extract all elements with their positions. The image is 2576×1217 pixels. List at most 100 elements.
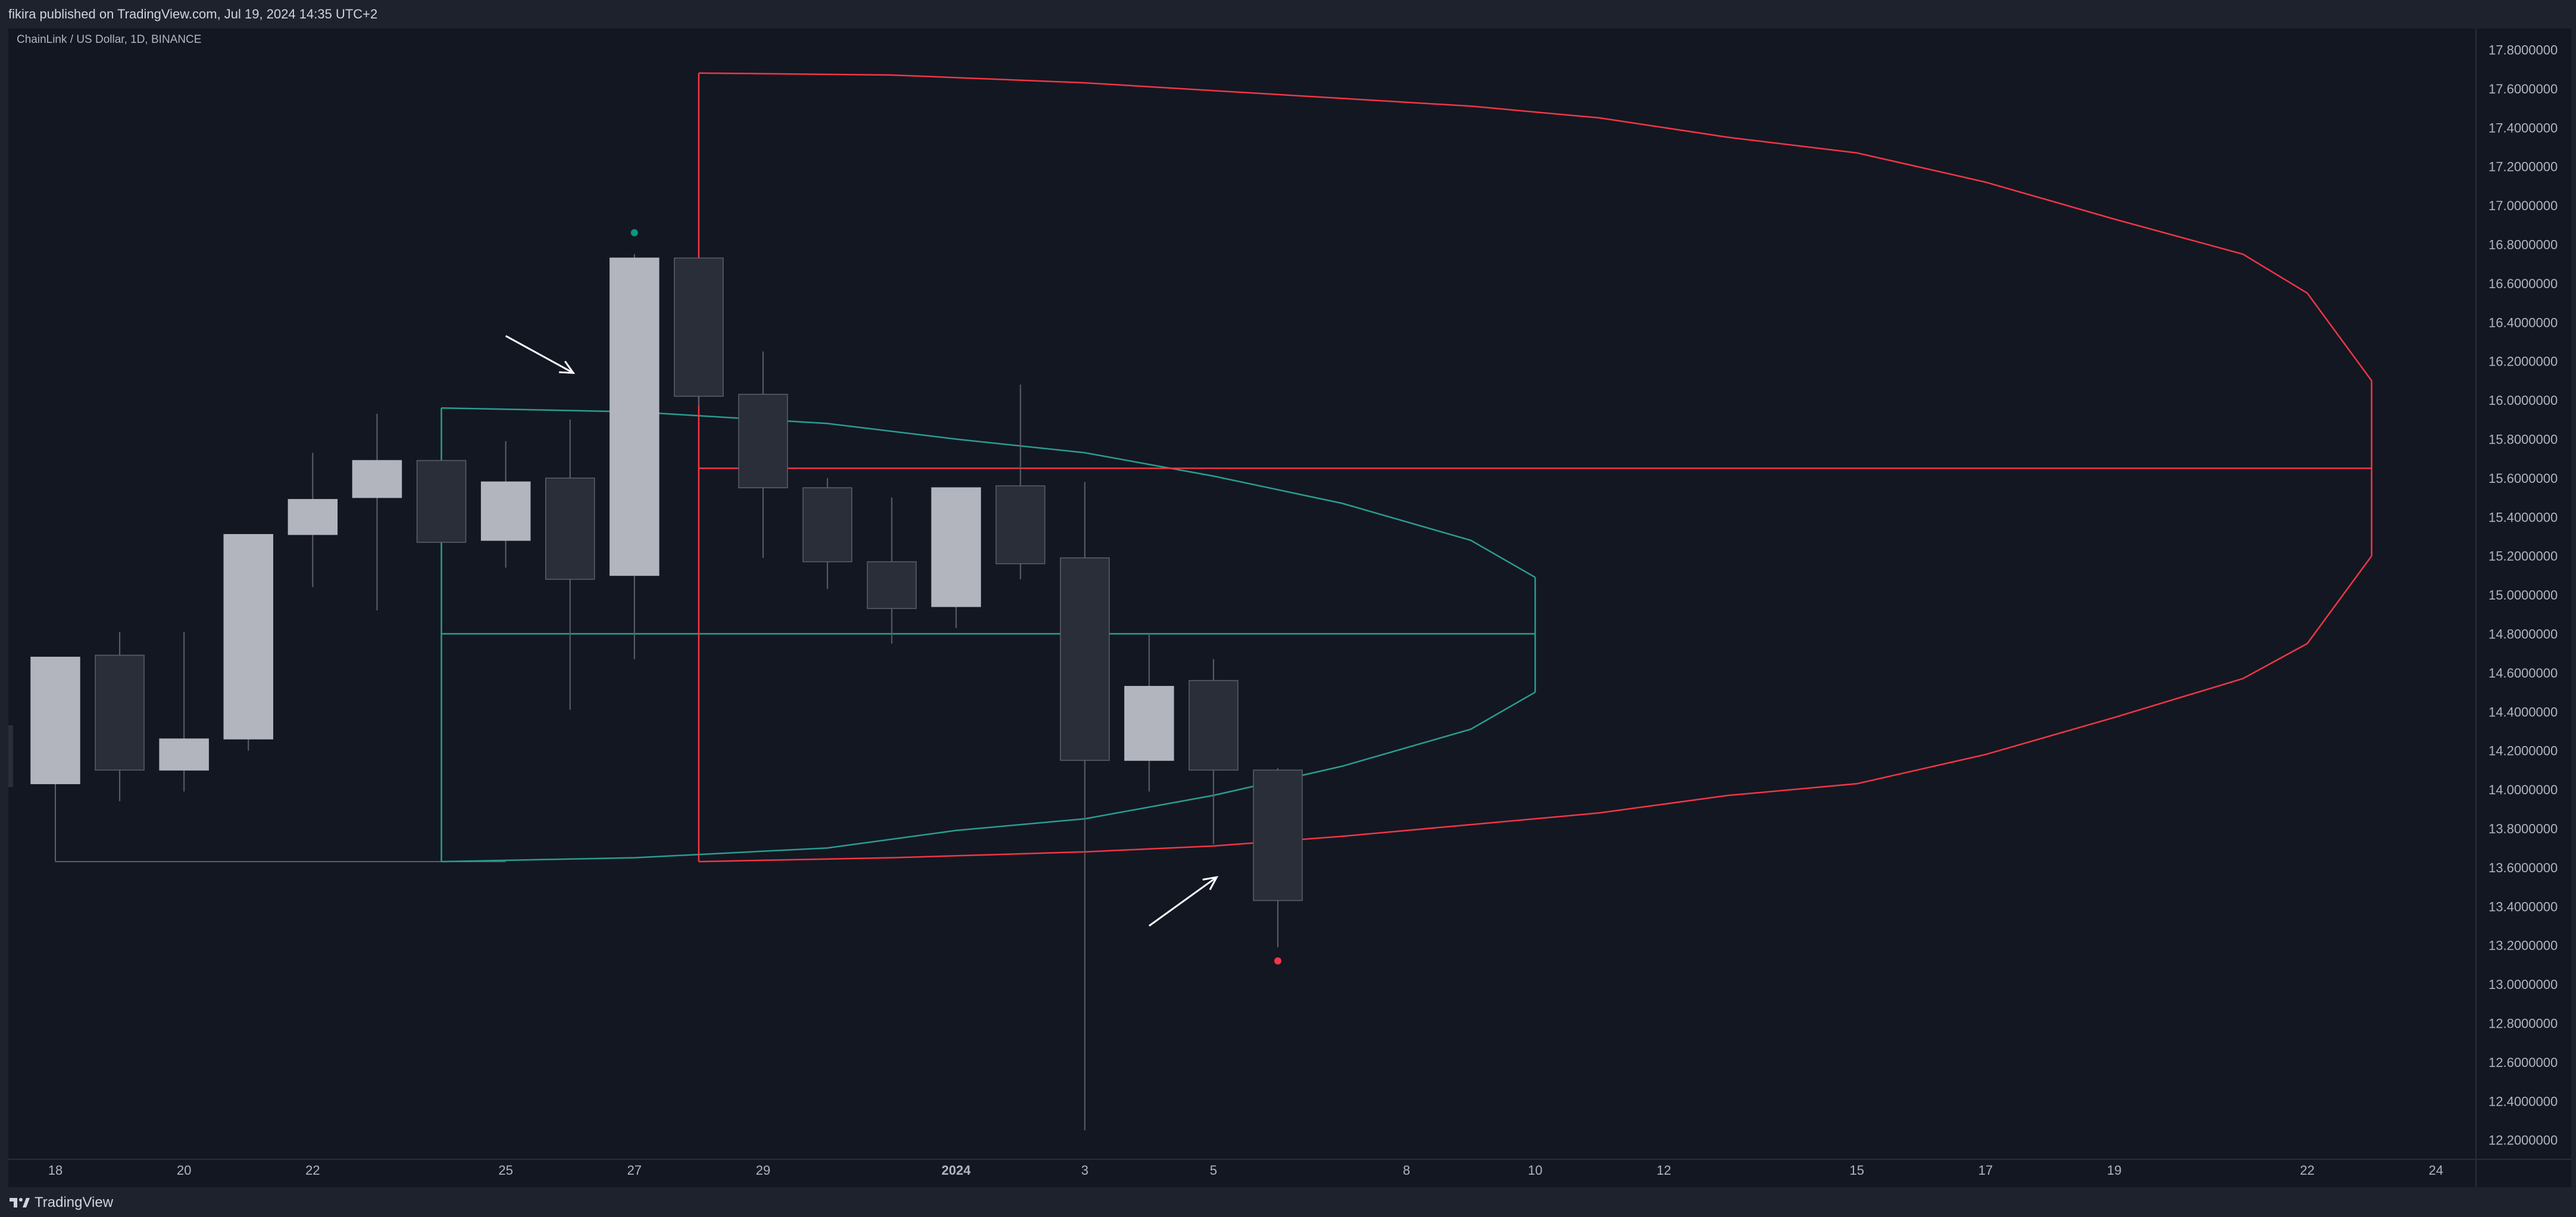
candle[interactable] — [159, 632, 209, 792]
swing-low-dot — [1274, 957, 1281, 965]
candle-body — [287, 499, 338, 535]
time-tick-label: 22 — [305, 1163, 320, 1178]
arrow-head — [1202, 876, 1219, 891]
price-tick-label: 16.0000000 — [2489, 393, 2558, 408]
red-range-upper-band — [698, 72, 2372, 382]
price-tick-label: 15.4000000 — [2489, 510, 2558, 525]
price-tick-label: 14.8000000 — [2489, 627, 2558, 642]
candle-body — [674, 257, 724, 397]
time-tick-label: 17 — [1978, 1163, 1993, 1178]
published-info: fikira published on TradingView.com, Jul… — [8, 7, 378, 21]
candle[interactable] — [738, 351, 788, 558]
time-tick-label: 19 — [2107, 1163, 2121, 1178]
candle[interactable] — [30, 656, 80, 862]
candle-body — [223, 533, 274, 739]
time-axis: 18 20 22 25 27 29 2024 3 5 8 10 12 15 17 19 22 24 — [8, 1159, 2571, 1178]
scroll-handle — [8, 725, 13, 787]
time-tick-label: 20 — [177, 1163, 191, 1178]
arrow-shaft — [1148, 876, 1218, 927]
candle[interactable] — [802, 478, 852, 589]
price-tick-label: 13.4000000 — [2489, 899, 2558, 914]
price-tick-label: 13.6000000 — [2489, 860, 2558, 875]
price-tick-label: 17.4000000 — [2489, 120, 2558, 135]
red-range-lower-band — [698, 555, 2372, 863]
tradingview-logo[interactable]: TradingView — [10, 1194, 113, 1211]
candle-body — [802, 487, 852, 563]
arrow-head — [559, 360, 576, 374]
top-bar: fikira published on TradingView.com, Jul… — [0, 0, 2576, 29]
price-tick-label: 13.8000000 — [2489, 822, 2558, 837]
markers-layer — [505, 229, 1281, 965]
candle[interactable] — [867, 497, 917, 644]
candle[interactable] — [480, 441, 531, 568]
candle[interactable] — [1124, 634, 1174, 792]
candle[interactable] — [416, 460, 467, 543]
price-tick-label: 16.6000000 — [2489, 276, 2558, 291]
price-tick-label: 12.8000000 — [2489, 1016, 2558, 1031]
symbol-title[interactable]: ChainLink / US Dollar, 1D, BINANCE — [17, 33, 202, 46]
footer: TradingView — [0, 1187, 2576, 1217]
candle[interactable] — [1059, 482, 1110, 1131]
price-tick-label: 17.8000000 — [2489, 43, 2558, 58]
price-tick-label: 16.4000000 — [2489, 315, 2558, 330]
teal-range-upper-band — [441, 407, 1536, 578]
candle-body — [1059, 557, 1110, 761]
teal-range-lower-band — [441, 691, 1536, 863]
annotation-arrow — [505, 335, 576, 374]
price-tick-label: 14.4000000 — [2489, 704, 2558, 719]
arrow-shaft — [505, 335, 574, 374]
time-tick-label: 18 — [48, 1163, 62, 1178]
candle[interactable] — [674, 257, 724, 406]
candle-body — [867, 561, 917, 609]
candle[interactable] — [95, 632, 145, 801]
candle[interactable] — [287, 453, 338, 588]
price-tick-label: 17.6000000 — [2489, 82, 2558, 96]
price-tick-label: 14.6000000 — [2489, 666, 2558, 681]
candle-body — [1189, 680, 1239, 771]
candle-body — [480, 481, 531, 541]
time-tick-label: 2024 — [942, 1163, 971, 1178]
candle[interactable] — [1189, 659, 1239, 844]
candle-body — [30, 656, 80, 785]
candles-layer — [30, 254, 1303, 1131]
price-tick-label: 16.8000000 — [2489, 238, 2558, 252]
candle-body — [609, 257, 659, 576]
time-tick-label: 8 — [1403, 1163, 1410, 1178]
chart-area[interactable] — [8, 29, 2571, 1187]
price-tick-label: 15.0000000 — [2489, 588, 2558, 603]
candle-body — [931, 487, 981, 607]
candle-body — [416, 460, 467, 543]
candle-body — [995, 485, 1046, 564]
price-tick-label: 17.0000000 — [2489, 198, 2558, 213]
time-tick-label: 5 — [1210, 1163, 1217, 1178]
candle[interactable] — [223, 533, 274, 751]
price-tick-label: 13.2000000 — [2489, 938, 2558, 953]
candle[interactable] — [609, 254, 659, 660]
candle-body — [1253, 769, 1303, 901]
time-tick-label: 10 — [1528, 1163, 1542, 1178]
time-tick-label: 25 — [498, 1163, 512, 1178]
time-tick-label: 12 — [1656, 1163, 1671, 1178]
price-tick-label: 12.2000000 — [2489, 1133, 2558, 1148]
tradingview-logo-icon — [10, 1198, 30, 1207]
tradingview-brand-label: TradingView — [35, 1194, 114, 1210]
time-tick-label: 15 — [1850, 1163, 1864, 1178]
swing-high-dot — [630, 229, 638, 236]
candle-body — [545, 478, 595, 580]
price-tick-label: 16.2000000 — [2489, 354, 2558, 369]
price-tick-label: 15.8000000 — [2489, 432, 2558, 447]
candle[interactable] — [545, 419, 595, 710]
candle[interactable] — [352, 413, 402, 611]
candle[interactable] — [931, 487, 981, 628]
price-tick-label: 15.6000000 — [2489, 471, 2558, 486]
candle[interactable] — [995, 384, 1046, 579]
candle-body — [352, 460, 402, 498]
candle[interactable] — [1253, 768, 1303, 947]
price-axis: 17.8000000 17.6000000 17.4000000 17.2000000… — [8, 29, 2558, 1187]
price-tick-label: 14.0000000 — [2489, 782, 2558, 797]
time-tick-label: 27 — [627, 1163, 642, 1178]
time-tick-label: 22 — [2300, 1163, 2314, 1178]
price-tick-label: 12.6000000 — [2489, 1055, 2558, 1070]
price-tick-label: 13.0000000 — [2489, 977, 2558, 992]
